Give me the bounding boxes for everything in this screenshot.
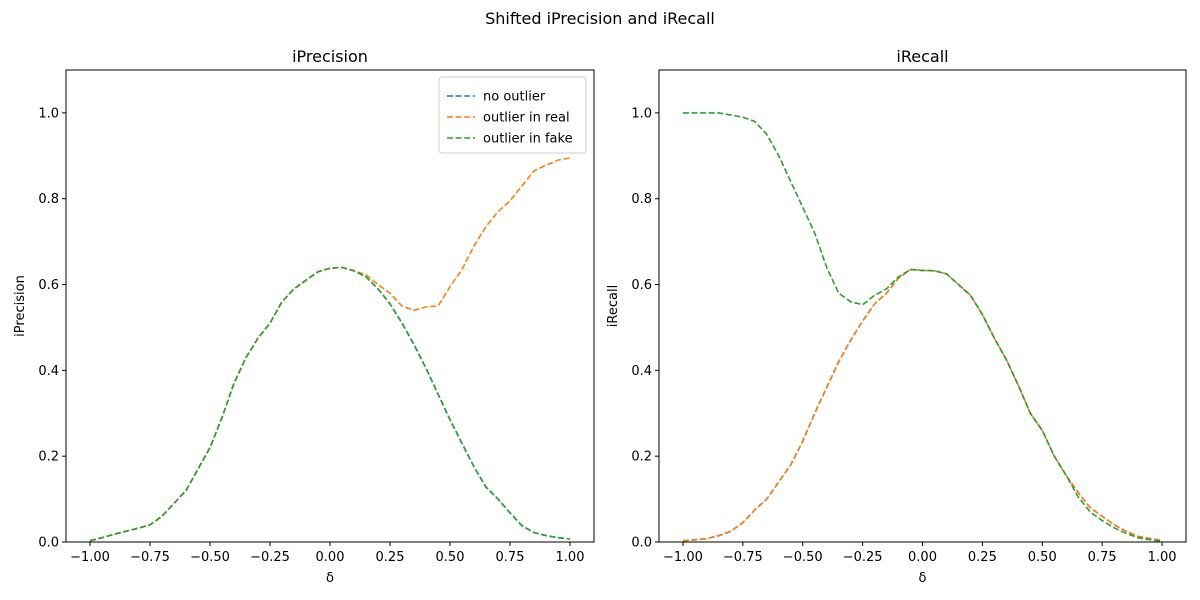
x-tick-label: 0.75 — [496, 550, 525, 565]
series-line-outlier-in-real — [89, 157, 571, 542]
y-tick-label: 0.8 — [631, 192, 652, 207]
x-tick-label: −1.00 — [70, 550, 110, 565]
legend-label: outlier in fake — [483, 132, 573, 147]
series-line-outlier-in-fake — [682, 112, 1163, 542]
x-tick-label: −0.25 — [843, 550, 883, 565]
x-tick-label: −0.50 — [783, 550, 823, 565]
panel-title: iRecall — [896, 47, 948, 66]
x-tick-label: 1.00 — [1148, 550, 1177, 565]
x-tick-label: 0.25 — [376, 550, 405, 565]
y-tick-label: 0.2 — [38, 450, 59, 465]
y-tick-label: 0.0 — [38, 536, 59, 551]
legend-box — [438, 76, 587, 154]
y-tick-label: 1.0 — [38, 106, 59, 121]
x-tick-label: 0.75 — [1088, 550, 1117, 565]
x-tick-label: 0.50 — [1028, 550, 1057, 565]
figure-suptitle: Shifted iPrecision and iRecall — [485, 9, 715, 28]
series-line-no-outlier — [682, 268, 1163, 542]
panel-1: −1.00 −0.75 −0.50 −0.25 0.00 0.25 0.50 0.75 1.00… — [606, 47, 1187, 586]
axes-frame — [658, 69, 1187, 543]
x-tick-label: −0.75 — [723, 550, 763, 565]
x-tick-label: 0.25 — [968, 550, 997, 565]
x-tick-label: −1.00 — [663, 550, 703, 565]
panel-title: iPrecision — [292, 47, 368, 66]
y-tick-label: 0.8 — [38, 192, 59, 207]
series-line-outlier-in-fake — [89, 266, 571, 542]
x-tick-label: 1.00 — [556, 550, 585, 565]
series-line-outlier-in-real — [682, 268, 1163, 542]
y-tick-label: 0.4 — [38, 364, 59, 379]
x-axis-label: δ — [919, 571, 927, 586]
panel-0: −1.00 −0.75 −0.50 −0.25 0.00 0.25 0.50 0.75 1.00… — [13, 47, 595, 586]
x-tick-label: 0.50 — [436, 550, 465, 565]
y-tick-label: 0.6 — [38, 278, 59, 293]
y-axis-label: iRecall — [606, 285, 621, 327]
y-tick-label: 0.2 — [631, 450, 652, 465]
y-axis-label: iPrecision — [13, 275, 28, 337]
x-tick-label: −0.25 — [250, 550, 290, 565]
x-axis-label: δ — [326, 571, 334, 586]
legend-label: outlier in real — [483, 111, 570, 126]
y-tick-label: 0.0 — [631, 536, 652, 551]
x-tick-label: −0.50 — [190, 550, 230, 565]
y-tick-label: 0.6 — [631, 278, 652, 293]
x-tick-label: −0.75 — [130, 550, 170, 565]
y-tick-label: 1.0 — [631, 106, 652, 121]
y-tick-label: 0.4 — [631, 364, 652, 379]
legend-label: no outlier — [483, 90, 546, 105]
x-tick-label: 0.00 — [316, 550, 345, 565]
x-tick-label: 0.00 — [908, 550, 937, 565]
